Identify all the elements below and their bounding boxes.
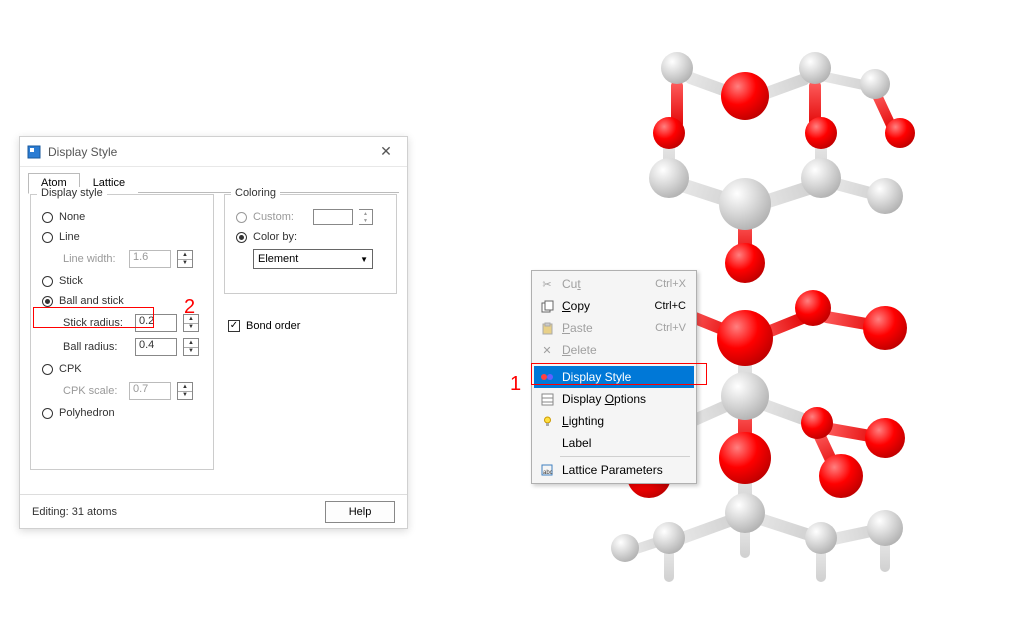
display-style-dialog: Display Style ✕ Atom Lattice Display sty…: [19, 136, 408, 529]
stick-radius-spinner[interactable]: ▲▼: [183, 314, 199, 332]
menu-copy[interactable]: Copy Ctrl+C: [534, 295, 694, 317]
cpk-scale-row: CPK scale: 0.7 ▲▼: [63, 381, 205, 401]
menu-label[interactable]: Label: [534, 432, 694, 454]
bond-order-checkbox[interactable]: ✓ Bond order: [228, 320, 397, 332]
group-display-style: Display style None Line Line width: 1.6 …: [30, 194, 214, 470]
radio-none[interactable]: None: [42, 209, 205, 225]
lattice-params-icon: abc: [538, 461, 556, 479]
menu-cut: ✂ Cut Ctrl+X: [534, 273, 694, 295]
display-style-icon: [538, 368, 556, 386]
custom-color-swatch: [313, 209, 353, 225]
line-width-spinner: ▲▼: [177, 250, 193, 268]
display-options-icon: [538, 390, 556, 408]
radio-ball-and-stick[interactable]: Ball and stick: [42, 293, 205, 309]
menu-lighting[interactable]: Lighting: [534, 410, 694, 432]
cut-icon: ✂: [538, 275, 556, 293]
delete-icon: ✕: [538, 341, 556, 359]
annotation-1: 1: [510, 373, 521, 396]
menu-delete: ✕ Delete: [534, 339, 694, 361]
chevron-down-icon: ▼: [360, 255, 368, 264]
copy-icon: [538, 297, 556, 315]
dialog-footer: Editing: 31 atoms Help: [20, 494, 407, 528]
menu-lattice-parameters[interactable]: abc Lattice Parameters: [534, 459, 694, 481]
group-coloring: Coloring Custom: ▲▼ Color by: Element ▼: [224, 194, 397, 294]
window-title: Display Style: [48, 145, 371, 159]
stick-radius-row: Stick radius: 0.2 ▲▼: [63, 313, 205, 333]
radio-stick[interactable]: Stick: [42, 273, 205, 289]
cpk-scale-input: 0.7: [129, 382, 171, 400]
editing-status: Editing: 31 atoms: [32, 506, 325, 518]
radio-color-by[interactable]: Color by:: [236, 229, 388, 245]
app-icon: [26, 144, 42, 160]
ball-radius-row: Ball radius: 0.4 ▲▼: [63, 337, 205, 357]
svg-text:abc: abc: [543, 470, 553, 476]
menu-display-options[interactable]: Display Options: [534, 388, 694, 410]
help-button[interactable]: Help: [325, 501, 395, 523]
ball-radius-spinner[interactable]: ▲▼: [183, 338, 199, 356]
custom-color-spinner: ▲▼: [359, 209, 373, 225]
close-icon[interactable]: ✕: [371, 141, 401, 163]
paste-icon: [538, 319, 556, 337]
group-coloring-title: Coloring: [231, 187, 280, 199]
line-width-input: 1.6: [129, 250, 171, 268]
line-width-row: Line width: 1.6 ▲▼: [63, 249, 205, 269]
radio-polyhedron[interactable]: Polyhedron: [42, 405, 205, 421]
context-menu: ✂ Cut Ctrl+X Copy Ctrl+C Paste Ctrl+V ✕ …: [531, 270, 697, 484]
lighting-icon: [538, 412, 556, 430]
radio-cpk[interactable]: CPK: [42, 361, 205, 377]
ball-radius-input[interactable]: 0.4: [135, 338, 177, 356]
radio-custom-color[interactable]: Custom: ▲▼: [236, 209, 388, 225]
group-display-title: Display style: [37, 187, 107, 199]
menu-display-style[interactable]: Display Style: [534, 366, 694, 388]
menu-paste: Paste Ctrl+V: [534, 317, 694, 339]
titlebar[interactable]: Display Style ✕: [20, 137, 407, 167]
cpk-scale-spinner: ▲▼: [177, 382, 193, 400]
color-by-select[interactable]: Element ▼: [253, 249, 373, 269]
radio-line[interactable]: Line: [42, 229, 205, 245]
stick-radius-input[interactable]: 0.2: [135, 314, 177, 332]
